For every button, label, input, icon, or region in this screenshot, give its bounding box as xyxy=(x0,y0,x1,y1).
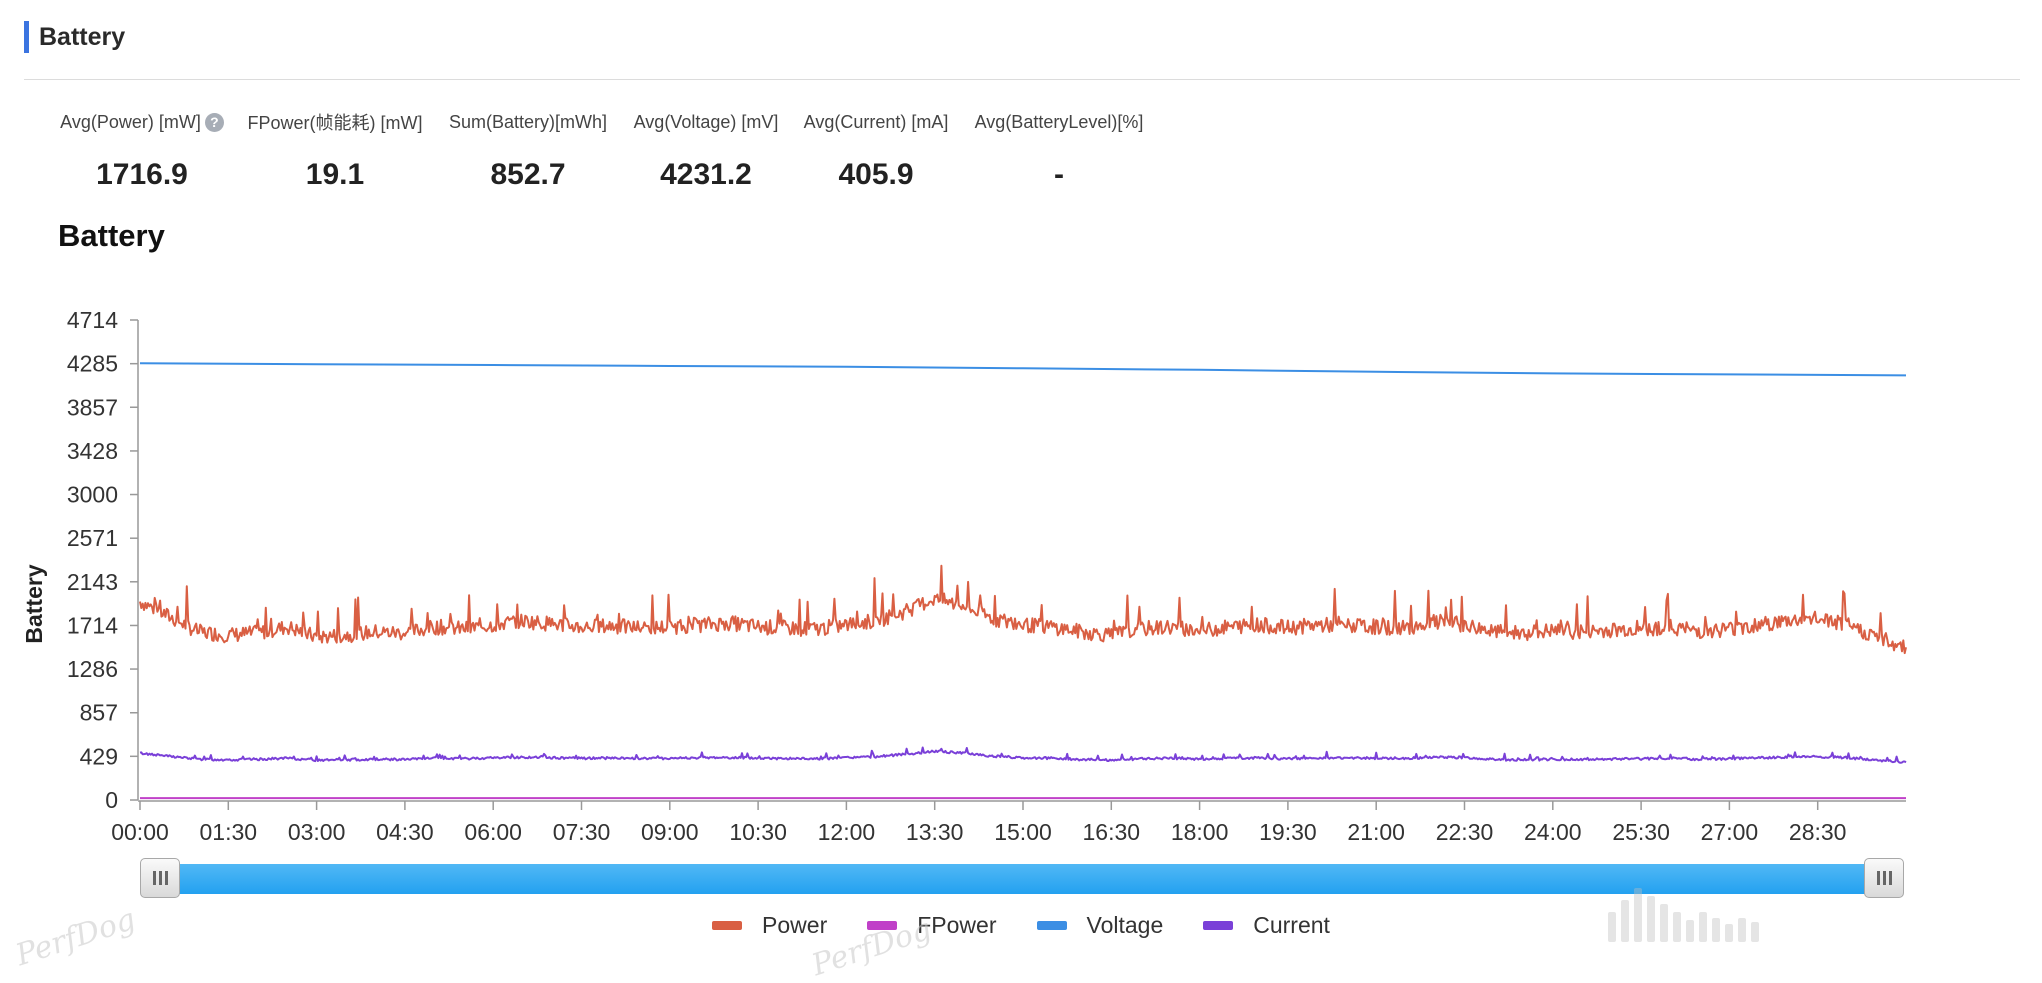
metric-sum-battery: Sum(Battery)[mWh] 852.7 xyxy=(444,108,612,192)
x-tick-label: 10:30 xyxy=(729,819,787,845)
series-line-power xyxy=(139,564,1907,655)
y-tick-label: 1714 xyxy=(67,612,118,638)
x-tick-label: 24:00 xyxy=(1524,819,1582,845)
x-tick-label: 07:30 xyxy=(553,819,611,845)
x-tick-label: 18:00 xyxy=(1171,819,1229,845)
legend-item-power[interactable]: Power xyxy=(712,912,827,939)
x-tick-label: 01:30 xyxy=(200,819,258,845)
y-tick-label: 429 xyxy=(80,743,118,769)
range-slider-track[interactable] xyxy=(140,864,1904,894)
metric-label: Avg(BatteryLevel)[%] xyxy=(974,111,1144,132)
x-tick-label: 06:00 xyxy=(464,819,522,845)
section-title: Battery xyxy=(39,22,126,51)
metric-label: FPower(帧能耗) [mW] xyxy=(247,113,423,133)
legend-label: Power xyxy=(762,912,828,938)
y-tick-label: 4285 xyxy=(67,351,118,377)
metric-avg-battery-level: Avg(BatteryLevel)[%] - xyxy=(970,108,1148,192)
y-tick-label: 1286 xyxy=(67,656,118,682)
x-tick-label: 27:00 xyxy=(1701,819,1759,845)
series-line-voltage xyxy=(139,362,1907,377)
metric-label: Sum(Battery)[mWh] xyxy=(448,111,608,132)
metric-label: Avg(Current) [mA] xyxy=(803,111,949,132)
metric-value: 4231.2 xyxy=(660,158,752,191)
x-tick-label: 04:30 xyxy=(376,819,434,845)
x-tick-label: 12:00 xyxy=(818,819,876,845)
legend-label: Current xyxy=(1253,912,1330,938)
legend-swatch xyxy=(1203,921,1234,930)
watermark-bars-icon xyxy=(1608,888,1764,942)
metric-value: 405.9 xyxy=(838,158,914,191)
y-tick-label: 2571 xyxy=(67,525,118,551)
metric-label: Avg(Power) [mW] xyxy=(60,111,201,132)
x-tick-label: 22:30 xyxy=(1436,819,1494,845)
x-tick-label: 19:30 xyxy=(1259,819,1317,845)
x-tick-label: 15:00 xyxy=(994,819,1052,845)
legend-swatch xyxy=(712,921,743,930)
chart-title: Battery xyxy=(58,218,165,253)
x-tick-label: 28:30 xyxy=(1789,819,1847,845)
legend-item-current[interactable]: Current xyxy=(1203,912,1330,939)
metric-value: - xyxy=(1054,158,1064,191)
y-tick-label: 0 xyxy=(105,787,118,813)
legend-item-fpower[interactable]: FPower xyxy=(867,912,997,939)
series-line-current xyxy=(139,746,1907,764)
metric-avg-voltage: Avg(Voltage) [mV] 4231.2 xyxy=(628,108,784,192)
range-slider-left-handle[interactable] xyxy=(140,858,180,898)
section-header: Battery xyxy=(24,20,125,54)
x-tick-label: 21:00 xyxy=(1347,819,1405,845)
metric-value: 852.7 xyxy=(490,158,566,191)
y-tick-label: 3000 xyxy=(67,482,118,508)
y-tick-label: 3857 xyxy=(67,394,118,420)
x-tick-label: 09:00 xyxy=(641,819,699,845)
section-accent-bar xyxy=(24,21,29,53)
legend-label: FPower xyxy=(917,912,997,938)
metric-label: Avg(Voltage) [mV] xyxy=(633,111,779,132)
x-tick-label: 16:30 xyxy=(1083,819,1141,845)
legend-swatch xyxy=(1036,921,1067,930)
header-divider xyxy=(24,79,2020,80)
metric-value: 1716.9 xyxy=(96,158,188,191)
metric-value: 19.1 xyxy=(305,158,365,191)
x-tick-label: 00:00 xyxy=(111,819,169,845)
x-tick-label: 03:00 xyxy=(288,819,346,845)
metric-avg-power: Avg(Power) [mW] ? 1716.9 xyxy=(52,108,232,192)
x-tick-label: 25:30 xyxy=(1612,819,1670,845)
metric-avg-current: Avg(Current) [mA] 405.9 xyxy=(798,108,954,192)
legend-item-voltage[interactable]: Voltage xyxy=(1036,912,1164,939)
y-axis-label: Battery xyxy=(21,564,47,643)
y-tick-label: 4714 xyxy=(67,307,118,333)
legend-label: Voltage xyxy=(1086,912,1164,938)
y-tick-label: 2143 xyxy=(67,569,118,595)
help-icon[interactable]: ? xyxy=(204,112,224,132)
chart-legend: Power FPower Voltage Current xyxy=(0,912,2042,939)
range-slider-right-handle[interactable] xyxy=(1864,858,1904,898)
x-tick-label: 13:30 xyxy=(906,819,964,845)
y-tick-label: 3428 xyxy=(67,438,118,464)
y-tick-label: 857 xyxy=(80,700,118,726)
metric-fpower: FPower(帧能耗) [mW] 19.1 xyxy=(244,108,426,192)
legend-swatch xyxy=(867,921,898,930)
